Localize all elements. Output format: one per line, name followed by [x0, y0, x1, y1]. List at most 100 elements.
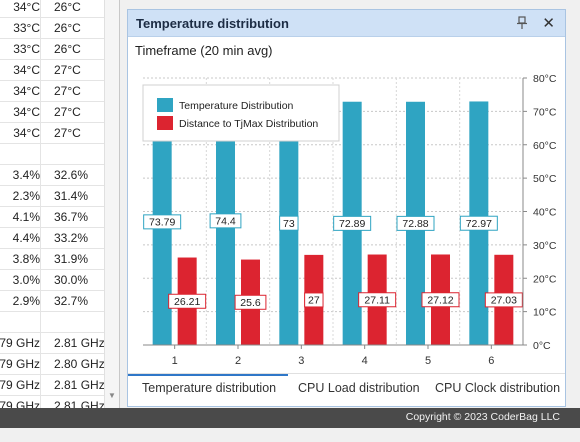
table-row[interactable]: 79 GHz 2.80 GHz	[0, 354, 105, 375]
column-divider	[40, 102, 41, 122]
table-cell: 26°C	[54, 0, 81, 14]
data-label-box	[333, 215, 372, 231]
data-label-box	[358, 292, 397, 308]
table-cell: 3.4%	[12, 168, 40, 182]
table-row[interactable]: 34°C 27°C	[0, 81, 104, 102]
table-cell: 27°C	[54, 63, 81, 77]
gridlines	[143, 77, 523, 345]
x-tick-label: 5	[425, 355, 431, 367]
table-cell: 2.9%	[12, 294, 40, 308]
bottom-strip	[0, 428, 580, 442]
x-tick-label: 1	[172, 355, 178, 367]
data-label: 73.79	[149, 217, 175, 229]
close-icon[interactable]: ✕	[542, 15, 555, 32]
timeframe-label: Timeframe (20 min avg)	[135, 43, 273, 58]
column-divider	[40, 207, 41, 227]
x-tick-label: 4	[362, 355, 368, 367]
table-cell: 4.4%	[12, 231, 40, 245]
data-label-box	[396, 215, 435, 231]
data-label: 72.89	[339, 218, 365, 230]
table-cell: 27°C	[54, 105, 81, 119]
legend-entry-temperature: Temperature Distribution	[179, 100, 294, 112]
data-label-box	[459, 215, 498, 231]
table-cell: 33°C	[13, 42, 40, 56]
table-cell: 79 GHz	[0, 399, 40, 408]
legend-swatch-tjmax	[157, 116, 173, 130]
y-tick-label: 0°C	[533, 340, 551, 352]
y-tick-label: 70°C	[533, 106, 557, 118]
column-divider	[40, 270, 41, 290]
panel-title: Temperature distribution	[136, 16, 289, 31]
tab-cpu-clock-distribution[interactable]: CPU Clock distribution	[435, 381, 561, 395]
table-row[interactable]: 33°C 26°C	[0, 18, 104, 39]
column-divider	[40, 81, 41, 101]
y-tick-label: 40°C	[533, 207, 557, 219]
table-cell: 79 GHz	[0, 378, 40, 392]
table-cell: 32.7%	[54, 294, 89, 308]
table-row[interactable]: 79 GHz 2.81 GHz	[0, 375, 105, 396]
table-row[interactable]: 34°C 27°C	[0, 60, 104, 81]
panel-header: Temperature distribution ✕	[128, 10, 565, 37]
table-cell: 34°C	[13, 0, 40, 14]
column-divider	[40, 291, 41, 311]
y-tick-label: 20°C	[533, 273, 557, 285]
column-divider	[40, 60, 41, 80]
table-row[interactable]	[0, 312, 104, 333]
legend: Temperature Distribution Distance to TjM…	[142, 84, 340, 142]
y-tick-label: 30°C	[533, 240, 557, 252]
table-row[interactable]: 33°C 26°C	[0, 39, 104, 60]
legend-swatch-temperature	[157, 98, 173, 112]
tab-temperature-distribution[interactable]: Temperature distribution	[142, 381, 277, 395]
table-row[interactable]: 79 GHz 2.81 GHz	[0, 396, 105, 408]
temperature-distribution-panel: Temperature distribution ✕ Timeframe (20…	[127, 9, 566, 407]
table-row[interactable]: 34°C 27°C	[0, 102, 104, 123]
data-label: 27.12	[427, 295, 453, 307]
scroll-down-arrow-icon[interactable]: ▼	[108, 391, 116, 400]
table-cell: 3.8%	[12, 252, 40, 266]
table-row[interactable]: 34°C 26°C	[0, 0, 104, 18]
data-label: 27	[308, 295, 320, 307]
table-row[interactable]: 3.8% 31.9%	[0, 249, 104, 270]
data-label-box	[168, 293, 207, 309]
axes: 0°C 10°C 20°C 30°C 40°C 50°C 60°C 70°C 80°C 1 2 3 4 5…	[143, 73, 557, 367]
table-cell: 34°C	[13, 126, 40, 140]
x-tick-label: 3	[298, 355, 304, 367]
column-divider	[40, 39, 41, 59]
copyright-text: Copyright © 2023 CoderBag LLC	[405, 411, 560, 423]
column-divider	[40, 396, 41, 408]
table-row[interactable]: 79 GHz 2.81 GHz	[0, 333, 105, 354]
table-cell: 79 GHz	[0, 336, 40, 350]
data-label-box	[234, 294, 267, 310]
table-row[interactable]: 4.1% 36.7%	[0, 207, 104, 228]
table-cell: 2.81 GHz	[54, 399, 105, 408]
table-row[interactable]: 2.9% 32.7%	[0, 291, 104, 312]
table-row[interactable]: 3.4% 32.6%	[0, 165, 104, 186]
table-row[interactable]: 2.3% 31.4%	[0, 186, 104, 207]
distribution-tabs: Temperature distribution CPU Load distri…	[128, 373, 565, 406]
table-cell: 27°C	[54, 126, 81, 140]
table-row[interactable]	[0, 144, 104, 165]
data-label-box	[421, 292, 460, 308]
table-cell: 32.6%	[54, 168, 89, 182]
y-tick-label: 60°C	[533, 140, 557, 152]
data-label: 74.4	[215, 216, 236, 228]
pin-icon[interactable]	[516, 16, 528, 30]
table-row[interactable]: 3.0% 30.0%	[0, 270, 104, 291]
column-divider	[40, 375, 41, 395]
data-label-box	[304, 292, 324, 308]
data-labels: 73.79 26.21 74.4 25.6 73 27 72.89 27.11 72.88 27.…	[143, 213, 523, 310]
table-cell: 27°C	[54, 84, 81, 98]
column-divider	[40, 0, 41, 17]
tab-cpu-load-distribution[interactable]: CPU Load distribution	[298, 381, 420, 395]
table-row[interactable]: 34°C 27°C	[0, 123, 104, 144]
column-divider	[40, 144, 41, 164]
y-tick-label: 50°C	[533, 173, 557, 185]
table-cell: 2.3%	[12, 189, 40, 203]
data-label: 27.03	[491, 295, 517, 307]
data-label: 27.11	[364, 295, 390, 307]
vertical-scrollbar[interactable]	[104, 0, 119, 408]
table-cell: 33°C	[13, 21, 40, 35]
table-cell: 26°C	[54, 21, 81, 35]
table-row[interactable]: 4.4% 33.2%	[0, 228, 104, 249]
